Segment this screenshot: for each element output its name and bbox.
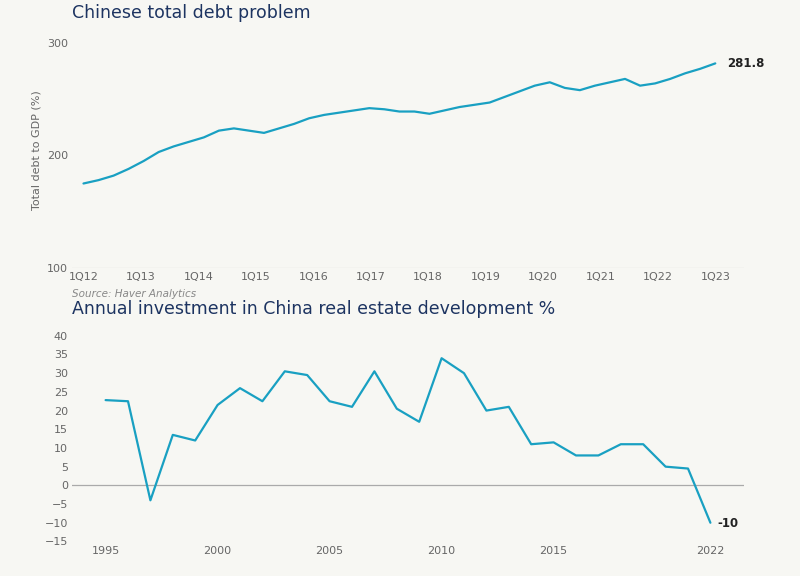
Text: Annual investment in China real estate development %: Annual investment in China real estate d… <box>72 301 555 319</box>
Text: Chinese total debt problem: Chinese total debt problem <box>72 4 310 22</box>
Text: Source: Haver Analytics: Source: Haver Analytics <box>72 289 196 299</box>
Text: 281.8: 281.8 <box>726 57 764 70</box>
Text: -10: -10 <box>717 517 738 530</box>
Y-axis label: Total debt to GDP (%): Total debt to GDP (%) <box>31 90 41 210</box>
